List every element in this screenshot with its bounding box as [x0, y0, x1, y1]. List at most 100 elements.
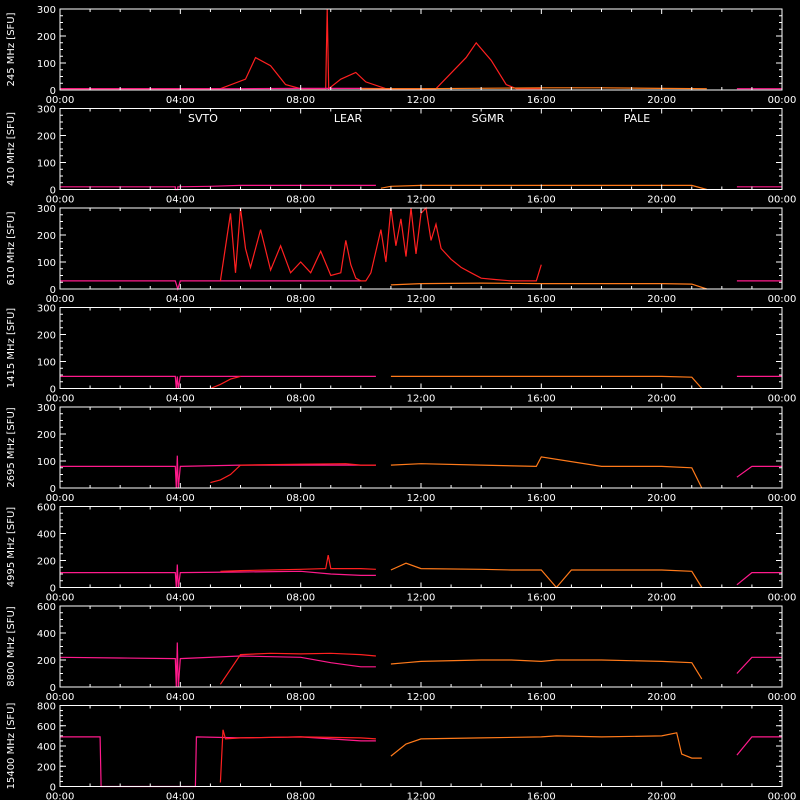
series-line-lear-1: [60, 564, 376, 588]
series-line-svto-2: [210, 375, 241, 390]
series-line-sgmr-3: [390, 456, 703, 489]
series-line-svto-1: [60, 8, 542, 90]
x-tick-label: 04:00: [166, 95, 195, 106]
x-tick-label: 00:00: [46, 294, 75, 305]
series-line-lear-1: [60, 184, 376, 191]
y-tick-label: 100: [37, 358, 56, 369]
x-tick-label: 16:00: [527, 493, 556, 504]
y-tick-label: 0: [50, 86, 56, 97]
x-tick-label: 12:00: [407, 294, 436, 305]
panel-7: 00:00 04:00 08:00 12:00 16:00 20:00 00:0002004…: [6, 602, 796, 703]
legend-entry-pale: PALE: [624, 112, 651, 125]
y-tick-label: 0: [50, 385, 56, 396]
series-line-svto-2: [220, 554, 376, 572]
x-tick-label: 16:00: [527, 95, 556, 106]
y-tick-label: 300: [37, 105, 56, 116]
x-tick-label: 20:00: [647, 493, 676, 504]
x-tick-label: 12:00: [407, 394, 436, 405]
y-tick-label: 200: [37, 762, 56, 773]
x-tick-label: 04:00: [166, 195, 195, 206]
x-tick-label: 00:00: [46, 95, 75, 106]
x-tick-label: 00:00: [768, 95, 797, 106]
series-line-svto-2: [219, 206, 542, 282]
y-axis-label: 2695 MHz [SFU]: [6, 407, 17, 488]
series-line-lear-1: [60, 375, 376, 389]
x-tick-label: 04:00: [166, 792, 195, 800]
y-tick-label: 800: [37, 702, 56, 713]
x-tick-label: 08:00: [286, 493, 315, 504]
x-tick-label: 00:00: [768, 792, 797, 800]
y-tick-label: 300: [37, 204, 56, 215]
y-tick-label: 300: [37, 304, 56, 315]
x-tick-label: 00:00: [768, 593, 797, 604]
series-line-lear-1: [59, 642, 376, 688]
x-tick-label: 04:00: [166, 394, 195, 405]
series-line-lear-1: [60, 280, 361, 292]
series-line-svto-2: [210, 463, 376, 484]
x-tick-label: 16:00: [527, 195, 556, 206]
y-tick-label: 400: [37, 742, 56, 753]
series-line-lear-4: [736, 571, 782, 586]
y-axis-label: 245 MHz [SFU]: [6, 12, 17, 86]
y-tick-label: 200: [37, 331, 56, 342]
panel-8: 00:00 04:00 08:00 12:00 16:00 20:00 00:0002004…: [6, 702, 796, 800]
x-tick-label: 12:00: [407, 493, 436, 504]
panel-6: 00:00 04:00 08:00 12:00 16:00 20:00 00:0002004…: [6, 503, 796, 604]
series-line-svto-2: [219, 729, 376, 783]
series-line-lear-4: [736, 465, 782, 478]
y-tick-label: 200: [37, 231, 56, 242]
series-line-sgmr-3: [390, 659, 703, 680]
series-line-lear-1: [60, 455, 376, 489]
y-tick-label: 0: [50, 584, 56, 595]
y-tick-label: 200: [37, 32, 56, 43]
x-tick-label: 16:00: [527, 593, 556, 604]
series-line-lear-1: [60, 736, 376, 788]
panel-1: 00:00 04:00 08:00 12:00 16:00 20:00 00:0001002…: [6, 5, 796, 106]
x-tick-label: 04:00: [166, 692, 195, 703]
panel-frame: [59, 8, 783, 91]
panel-2: 00:00 04:00 08:00 12:00 16:00 20:00 00:0001002…: [6, 105, 796, 206]
y-tick-label: 0: [50, 783, 56, 794]
y-tick-label: 100: [37, 258, 56, 269]
series-line-sgmr-2: [380, 184, 707, 191]
y-tick-label: 0: [50, 683, 56, 694]
x-tick-label: 20:00: [647, 394, 676, 405]
series-line-lear-4: [736, 656, 782, 674]
x-tick-label: 16:00: [527, 792, 556, 800]
x-tick-label: 20:00: [647, 195, 676, 206]
x-tick-label: 12:00: [407, 792, 436, 800]
x-tick-label: 20:00: [647, 294, 676, 305]
x-tick-label: 08:00: [286, 593, 315, 604]
series-line-lear-4: [736, 736, 782, 756]
y-axis-label: 8800 MHz [SFU]: [6, 606, 17, 687]
x-tick-label: 08:00: [286, 792, 315, 800]
legend-entry-lear: LEAR: [334, 112, 363, 125]
x-tick-label: 12:00: [407, 195, 436, 206]
y-tick-label: 200: [37, 132, 56, 143]
y-tick-label: 300: [37, 5, 56, 16]
x-tick-label: 12:00: [407, 95, 436, 106]
legend-entry-sgmr: SGMR: [472, 112, 505, 125]
panel-4: 00:00 04:00 08:00 12:00 16:00 20:00 00:0001002…: [6, 304, 796, 405]
panel-frame: [59, 506, 783, 588]
series-line-sgmr-3: [390, 562, 703, 589]
x-tick-label: 08:00: [286, 195, 315, 206]
panel-frame: [59, 207, 783, 290]
panel-frame: [59, 605, 783, 688]
y-tick-label: 600: [37, 503, 56, 514]
x-tick-label: 00:00: [768, 294, 797, 305]
chart-panels: 00:00 04:00 08:00 12:00 16:00 20:00 00:0001002…: [6, 5, 796, 800]
chart-legend: SVTO LEAR SGMR PALE: [188, 112, 650, 125]
y-tick-label: 400: [37, 629, 56, 640]
series-line-svto-2: [219, 652, 376, 685]
x-tick-label: 00:00: [46, 394, 75, 405]
y-axis-label: 1415 MHz [SFU]: [6, 308, 17, 389]
series-line-sgmr-3: [390, 375, 703, 389]
x-tick-label: 20:00: [647, 792, 676, 800]
x-tick-label: 00:00: [46, 692, 75, 703]
y-tick-label: 0: [50, 285, 56, 296]
series-line-sgmr-3: [390, 282, 707, 290]
x-tick-label: 00:00: [768, 195, 797, 206]
legend-entry-svto: SVTO: [188, 112, 218, 125]
